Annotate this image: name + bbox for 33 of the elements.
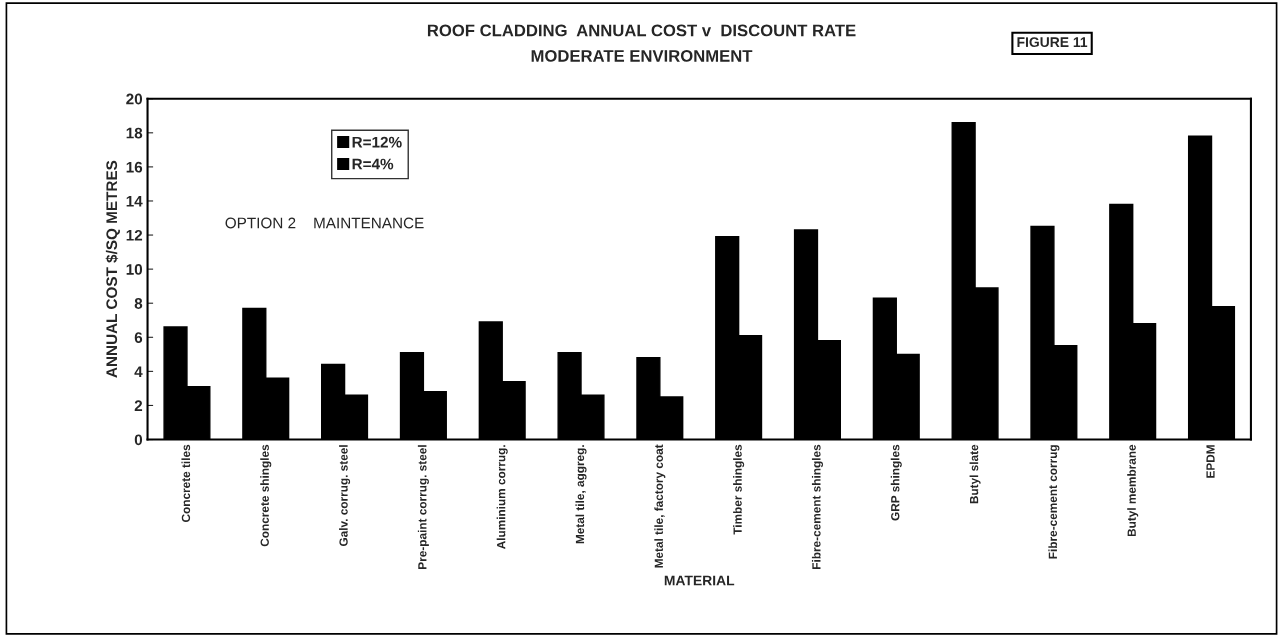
x-tick-label: Metal tile, factory coat [654, 444, 666, 568]
y-tick-label: 6 [134, 332, 143, 343]
caption: FIGURE 11 [1017, 37, 1088, 48]
y-tick-label: 4 [134, 366, 143, 377]
x-tick-label: GRP shingles [890, 444, 902, 521]
annotation: OPTION 2 MAINTENANCE [225, 217, 424, 229]
y-tick-label: 2 [134, 400, 143, 411]
x-tick-label: Fibre-cement shingles [811, 444, 823, 569]
x-tick-label: Timber shingles [733, 444, 745, 535]
x-tick-label: Concrete tiles [181, 444, 191, 522]
x-tick-label: Aluminium corrug. [496, 445, 508, 550]
y-tick-label: 16 [126, 161, 143, 173]
x-tick-label: Concrete shingles [260, 444, 272, 547]
x-tick-label: Pre-paint corrug. steel [417, 445, 429, 569]
x-tick-label: EPDM [1206, 445, 1215, 478]
y-axis-title: ANNUAL COST $/SQ METRES [105, 160, 120, 378]
chart-subtitle: MODERATE ENVIRONMENT [531, 50, 753, 62]
y-tick-label: 20 [126, 93, 143, 105]
y-tick-label: 12 [126, 229, 143, 241]
x-tick-label: Metal tile, aggreg. [575, 445, 587, 544]
y-tick-label: 18 [126, 127, 143, 139]
x-axis-title: MATERIAL [664, 575, 735, 586]
y-tick-label: 10 [126, 264, 143, 275]
legend-label: R=12% [352, 136, 402, 148]
y-tick-label: 0 [134, 434, 143, 446]
x-tick-label: Fibre-cement corrug [1048, 445, 1060, 559]
y-tick-label: 8 [134, 298, 143, 309]
chart-title: ROOF CLADDING ANNUAL COST v DISCOUNT RATE [427, 24, 856, 37]
x-tick-label: Butyl slate [969, 444, 981, 504]
y-tick-label: 14 [126, 196, 143, 207]
x-tick-label: Galv. corrug. steel [339, 445, 351, 547]
legend-label: R=4% [352, 158, 394, 170]
x-tick-label: Butyl membrane [1127, 444, 1139, 537]
